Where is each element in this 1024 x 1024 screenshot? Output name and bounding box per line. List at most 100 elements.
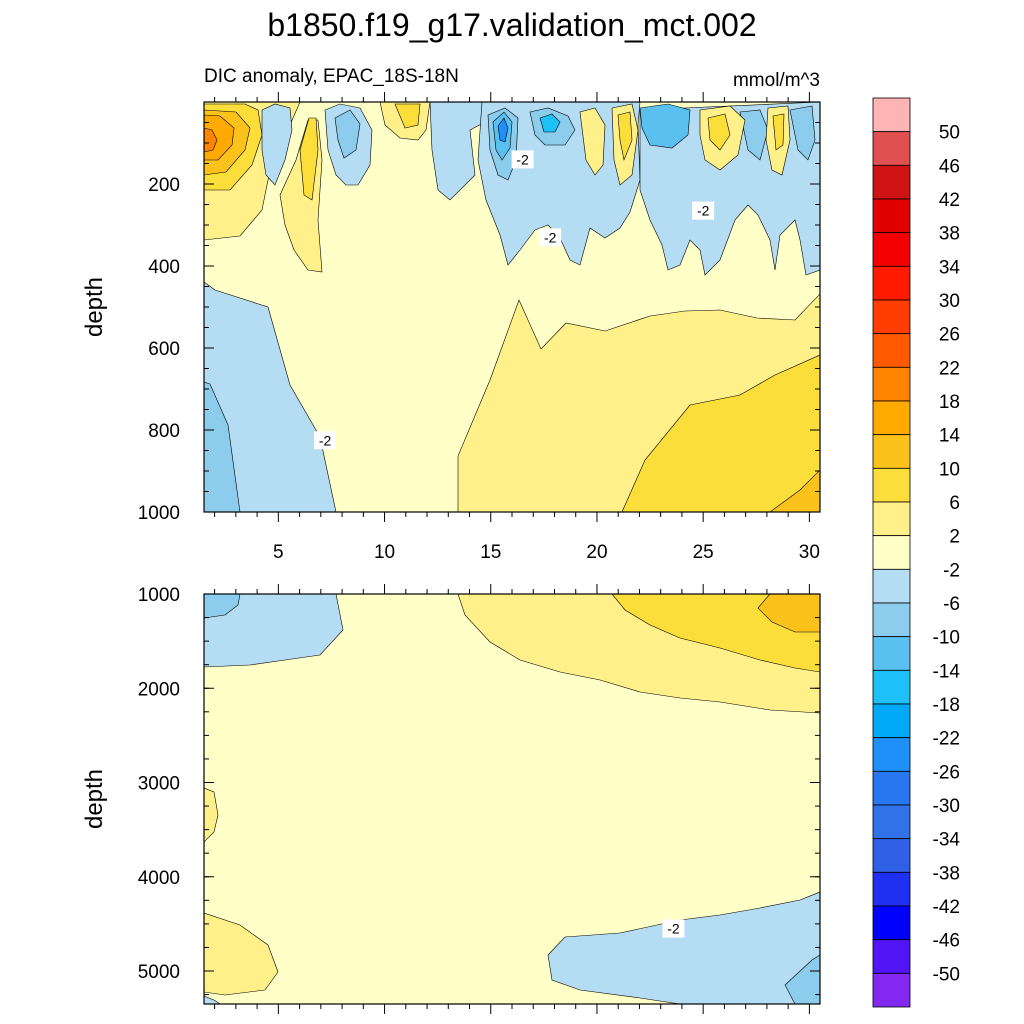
colorbar-label: 6	[949, 493, 960, 514]
colorbar-swatch	[872, 602, 911, 638]
colorbar-label: -50	[933, 964, 960, 985]
lower-fill-west-mid-positive	[204, 787, 219, 843]
colorbar-label: 10	[939, 459, 960, 480]
lower-contour-labels: -2	[662, 919, 685, 938]
colorbar-label: 18	[939, 392, 960, 413]
upper-fill-east-neg-10	[789, 105, 816, 161]
chart-subtitle: DIC anomaly, EPAC_18S-18N	[204, 66, 459, 87]
chart-title: b1850.f19_g17.validation_mct.002	[267, 7, 756, 43]
colorbar-label: 46	[939, 156, 960, 177]
upper-contour-labels: -2 -2 -2 -2	[314, 150, 715, 450]
colorbar-label: 30	[939, 291, 960, 312]
colorbar-swatch	[872, 198, 911, 234]
colorbar-swatch	[872, 164, 911, 200]
y-tick-label: 400	[148, 257, 180, 278]
upper-fill-east-neg-9	[739, 109, 769, 161]
colorbar-label: -30	[933, 796, 960, 817]
colorbar-label: 14	[939, 426, 961, 447]
upper-fill-west-negative-2	[204, 381, 241, 512]
upper-fill-east-pos-2b	[617, 111, 633, 162]
x-tick-label: 30	[799, 542, 820, 563]
colorbar-label: 2	[949, 527, 960, 548]
x-tick-label: 5	[273, 542, 284, 563]
colorbar-swatch	[872, 299, 911, 335]
colorbar-label: 26	[939, 325, 960, 346]
y-tick-label: 1000	[138, 585, 180, 606]
lower-fill-east-deep-negative	[547, 891, 820, 1004]
lower-fill-west-negative-2	[204, 594, 241, 619]
colorbar-label: -26	[933, 762, 960, 783]
colorbar-swatch	[872, 434, 911, 469]
lower-fill-west-deep-positive	[204, 912, 279, 996]
colorbar-swatch	[872, 636, 911, 671]
upper-fill-column-positive-2	[299, 117, 319, 201]
contour-label: -2	[544, 229, 557, 245]
upper-fill-deep-positive-2	[621, 354, 820, 512]
colorbar-label: 38	[939, 224, 960, 245]
colorbar-swatch	[872, 265, 911, 301]
contour-label-bg	[314, 431, 337, 450]
contour-label-bg	[539, 228, 562, 247]
colorbar-swatch	[872, 939, 911, 974]
x-tick-label: 15	[480, 542, 501, 563]
y-tick-label: 4000	[138, 868, 180, 889]
colorbar-swatch	[872, 467, 911, 503]
contour-label-bg	[692, 201, 715, 220]
lower-fill-east-positive-3	[757, 594, 820, 633]
colorbar-swatch	[872, 804, 911, 840]
upper-fill-east-pos-1	[579, 107, 606, 176]
colorbar-label: -34	[933, 830, 961, 851]
y-tick-label: 2000	[138, 679, 180, 700]
colorbar-swatch	[872, 366, 911, 402]
lower-fill-sw-corner-negative	[204, 995, 221, 1004]
upper-fill-surface-positive-5	[204, 127, 218, 153]
colorbar-swatch	[872, 97, 911, 133]
colorbar-swatch	[872, 770, 911, 806]
colorbar-label: -18	[933, 695, 960, 716]
colorbar-swatch	[872, 501, 911, 537]
y-tick-label: 1000	[138, 503, 180, 524]
contour-label: -2	[667, 921, 680, 937]
colorbar-label: 42	[939, 190, 960, 211]
upper-fill-east-neg-8	[639, 103, 691, 149]
colorbar-swatch	[872, 568, 911, 604]
upper-fill-east-pos-3b	[707, 113, 731, 151]
y-tick-label: 600	[148, 339, 180, 360]
upper-fill-east-neg-7	[539, 113, 561, 133]
colorbar-label: 34	[939, 257, 961, 278]
colorbar-swatch	[872, 232, 911, 267]
upper-fill-mid-pos-1b	[394, 103, 421, 129]
colorbar-label: -2	[943, 560, 960, 581]
lower-axes: 1000 2000 3000 4000 5000	[138, 584, 820, 1014]
y-tick-label: 800	[148, 421, 180, 442]
colorbar-label: 22	[939, 358, 960, 379]
lower-panel: 1000 2000 3000 4000 5000 depth -2	[81, 584, 821, 1014]
lower-ylabel: depth	[81, 769, 108, 829]
upper-fill-east-neg-5	[497, 117, 509, 143]
chart-units: mmol/m^3	[733, 70, 820, 91]
colorbar-label: -42	[933, 897, 960, 918]
colorbar-swatch	[872, 669, 911, 705]
colorbar-label: -22	[933, 729, 960, 750]
colorbar-label: -14	[933, 661, 961, 682]
lower-fill-east-deep-negative-2	[784, 954, 820, 1004]
colorbar-label: -6	[943, 594, 960, 615]
colorbar-label: -10	[933, 628, 960, 649]
colorbar-label: -46	[933, 931, 960, 952]
colorbar-swatch	[872, 905, 911, 941]
y-tick-label: 5000	[138, 962, 180, 983]
colorbar-label: 50	[939, 123, 960, 144]
colorbar-swatch	[872, 737, 911, 772]
colorbar-swatch	[872, 535, 911, 570]
contour-label: -2	[697, 203, 710, 219]
contour-label-bg	[662, 919, 685, 938]
lower-fill-west-negative	[204, 594, 344, 668]
x-tick-label: 20	[586, 542, 607, 563]
colorbar-swatch	[872, 400, 911, 436]
upper-fill-neg-col-2b	[334, 109, 361, 159]
upper-axes: 200 400 600 800 1000 5 10 15 20 25 30	[138, 92, 820, 563]
colorbar-swatch	[872, 838, 911, 873]
x-tick-label: 25	[693, 542, 714, 563]
